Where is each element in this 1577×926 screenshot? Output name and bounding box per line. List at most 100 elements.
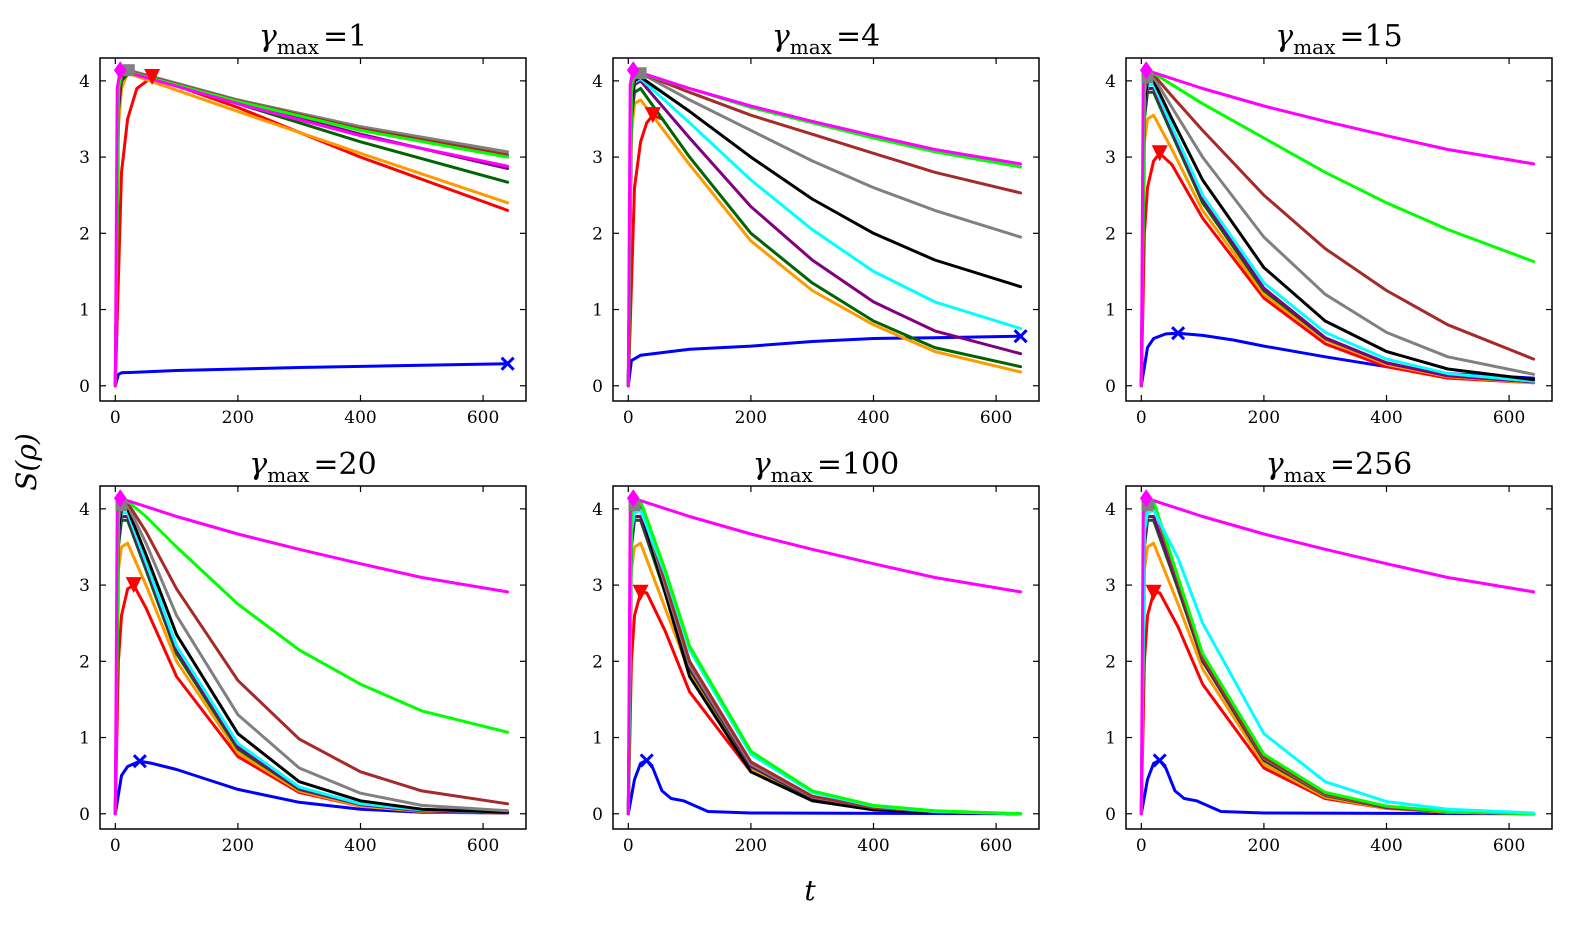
panel-title: γmax =1	[259, 19, 367, 59]
title-symbol: γ	[753, 447, 771, 482]
title-subscript: max	[771, 463, 814, 487]
series-marker	[144, 69, 161, 86]
y-tick-label: 2	[592, 224, 603, 244]
x-tick-label: 200	[222, 408, 254, 428]
y-tick-label: 3	[1105, 148, 1116, 168]
panel-5: γmax =100 0 200 400 600 0 1 2 3 4	[592, 447, 1040, 856]
y-tick-label: 3	[592, 576, 603, 596]
y-tick-label: 1	[79, 729, 90, 749]
x-tick-label: 200	[735, 408, 767, 428]
y-tick-label: 2	[79, 652, 90, 672]
x-tick-label: 600	[467, 408, 499, 428]
series-marker	[1139, 61, 1153, 80]
y-tick-label: 3	[79, 576, 90, 596]
series-marker	[113, 61, 127, 80]
series-line	[626, 75, 1023, 388]
x-tick-label: 200	[735, 836, 767, 856]
series-marker	[632, 584, 649, 601]
y-tick-label: 2	[1105, 224, 1116, 244]
title-value: =4	[836, 19, 880, 54]
series-line	[1139, 591, 1536, 816]
y-tick-label: 1	[79, 301, 90, 321]
plot-frame	[99, 57, 527, 402]
x-tick-label: 600	[980, 836, 1012, 856]
series-line	[1139, 508, 1536, 816]
series-group	[113, 496, 510, 816]
panel-1: γmax =1 0 200 400 600 0 1 2 3 4	[79, 19, 527, 428]
series-line	[1139, 151, 1536, 388]
panel-4: γmax =20 0 200 400 600 0 1 2 3 4	[79, 447, 527, 856]
y-tick-label: 1	[1105, 729, 1116, 749]
series-marker	[1151, 145, 1168, 162]
plot-frame	[612, 57, 1040, 402]
x-tick-label: 400	[1370, 836, 1402, 856]
x-tick-label: 600	[1493, 836, 1525, 856]
panel-title: γmax =100	[753, 447, 900, 487]
x-tick-label: 600	[980, 408, 1012, 428]
title-subscript: max	[267, 463, 310, 487]
panel-title: γmax =256	[1266, 447, 1413, 487]
series-group	[1139, 68, 1536, 388]
series-marker	[122, 64, 135, 77]
series-line	[113, 70, 510, 388]
x-tick-label: 400	[344, 408, 376, 428]
y-tick-label: 4	[79, 72, 90, 92]
series-line	[626, 541, 1023, 816]
title-subscript: max	[1284, 463, 1327, 487]
series-group	[626, 496, 1023, 816]
series-line	[626, 68, 1023, 388]
series-marker	[1152, 753, 1167, 768]
panel-3: γmax =15 0 200 400 600 0 1 2 3 4	[1105, 19, 1553, 428]
series-line	[113, 68, 510, 388]
y-tick-label: 2	[592, 652, 603, 672]
panel-title: γmax =4	[772, 19, 880, 59]
series-line	[626, 501, 1023, 816]
title-value: =20	[313, 447, 376, 482]
series-line	[113, 759, 510, 816]
y-tick-label: 4	[592, 72, 603, 92]
panel-2: γmax =4 0 200 400 600 0 1 2 3 4	[592, 19, 1040, 428]
y-tick-label: 2	[1105, 652, 1116, 672]
title-symbol: γ	[772, 19, 790, 54]
series-line	[1139, 758, 1536, 816]
y-tick-label: 0	[1105, 805, 1116, 825]
series-marker	[639, 753, 654, 768]
series-line	[626, 758, 1023, 816]
series-group	[626, 68, 1023, 388]
title-symbol: γ	[1266, 447, 1284, 482]
series-group	[113, 68, 510, 388]
series-marker	[113, 489, 127, 508]
x-tick-label: 200	[222, 836, 254, 856]
y-tick-label: 3	[79, 148, 90, 168]
x-tick-label: 0	[110, 408, 121, 428]
x-tick-label: 0	[1136, 836, 1147, 856]
series-group	[1139, 496, 1536, 816]
plot-frame	[1125, 485, 1553, 830]
x-tick-label: 0	[623, 836, 634, 856]
x-tick-label: 200	[1248, 408, 1280, 428]
title-subscript: max	[277, 35, 320, 59]
y-tick-label: 4	[1105, 72, 1116, 92]
plot-frame	[1125, 57, 1553, 402]
series-marker	[1145, 584, 1162, 601]
y-tick-label: 2	[79, 224, 90, 244]
series-marker	[1013, 329, 1028, 344]
series-line	[1139, 87, 1536, 388]
series-line	[113, 583, 510, 816]
title-value: =256	[1330, 447, 1412, 482]
series-line	[626, 591, 1023, 816]
y-tick-label: 4	[1105, 500, 1116, 520]
x-tick-label: 400	[344, 836, 376, 856]
y-tick-label: 0	[79, 377, 90, 397]
x-tick-label: 0	[623, 408, 634, 428]
x-tick-label: 600	[467, 836, 499, 856]
y-tick-label: 1	[592, 729, 603, 749]
y-tick-label: 4	[592, 500, 603, 520]
title-value: =15	[1339, 19, 1402, 54]
x-tick-label: 0	[110, 836, 121, 856]
plot-frame	[99, 485, 527, 830]
title-symbol: γ	[259, 19, 277, 54]
series-marker	[626, 489, 640, 508]
x-axis-label: t	[804, 874, 816, 907]
